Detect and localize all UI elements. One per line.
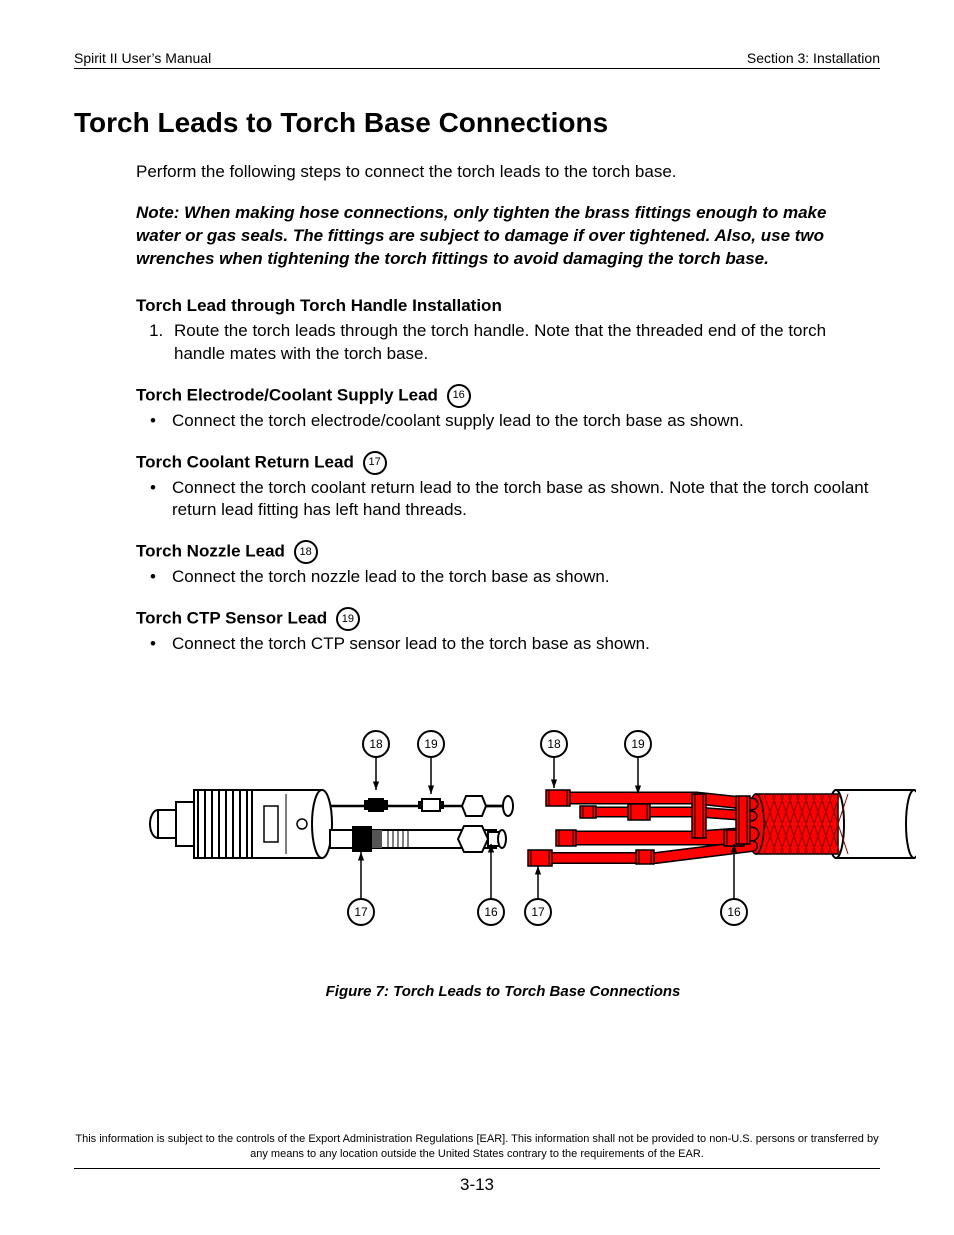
handle-list: Route the torch leads through the torch … — [136, 320, 870, 366]
svg-text:16: 16 — [484, 905, 498, 919]
svg-text:16: 16 — [727, 905, 741, 919]
ctp-list: Connect the torch CTP sensor lead to the… — [136, 633, 870, 656]
header-right: Section 3: Installation — [747, 50, 880, 66]
electrode-item: Connect the torch electrode/coolant supp… — [150, 410, 870, 433]
electrode-heading: Torch Electrode/Coolant Supply Lead 16 — [136, 384, 870, 408]
svg-text:19: 19 — [631, 737, 645, 751]
figure-wrap: 18 19 18 19 17 16 17 16 Figure 7: Torch Leads t… — [136, 716, 870, 1002]
svg-text:18: 18 — [547, 737, 561, 751]
nozzle-list: Connect the torch nozzle lead to the tor… — [136, 566, 870, 589]
return-list: Connect the torch coolant return lead to… — [136, 477, 870, 523]
disclaimer-text: This information is subject to the contr… — [74, 1132, 880, 1169]
page-footer: This information is subject to the contr… — [74, 1132, 880, 1195]
circle-number-icon: 16 — [447, 384, 471, 408]
return-heading: Torch Coolant Return Lead 17 — [136, 451, 870, 475]
body-content: Perform the following steps to connect t… — [136, 161, 870, 1003]
figure-caption: Figure 7: Torch Leads to Torch Base Conn… — [136, 982, 870, 1002]
svg-text:18: 18 — [369, 737, 383, 751]
page-header: Spirit II User’s Manual Section 3: Insta… — [74, 50, 880, 69]
header-left: Spirit II User’s Manual — [74, 50, 211, 66]
svg-text:19: 19 — [424, 737, 438, 751]
circle-number-icon: 17 — [363, 451, 387, 475]
ctp-heading: Torch CTP Sensor Lead 19 — [136, 607, 870, 631]
page-title: Torch Leads to Torch Base Connections — [74, 107, 880, 139]
electrode-list: Connect the torch electrode/coolant supp… — [136, 410, 870, 433]
nozzle-heading: Torch Nozzle Lead 18 — [136, 540, 870, 564]
note-text: Note: When making hose connections, only… — [136, 202, 870, 271]
circle-number-icon: 18 — [294, 540, 318, 564]
svg-text:17: 17 — [354, 905, 368, 919]
return-item: Connect the torch coolant return lead to… — [150, 477, 870, 523]
page: Spirit II User’s Manual Section 3: Insta… — [0, 0, 954, 1235]
nozzle-item: Connect the torch nozzle lead to the tor… — [150, 566, 870, 589]
page-number: 3-13 — [74, 1175, 880, 1195]
torch-diagram: 18 19 18 19 17 16 17 16 — [136, 716, 916, 942]
ctp-item: Connect the torch CTP sensor lead to the… — [150, 633, 870, 656]
svg-text:17: 17 — [531, 905, 545, 919]
circle-number-icon: 19 — [336, 607, 360, 631]
handle-heading: Torch Lead through Torch Handle Installa… — [136, 295, 870, 318]
intro-text: Perform the following steps to connect t… — [136, 161, 870, 184]
handle-item: Route the torch leads through the torch … — [168, 320, 870, 366]
